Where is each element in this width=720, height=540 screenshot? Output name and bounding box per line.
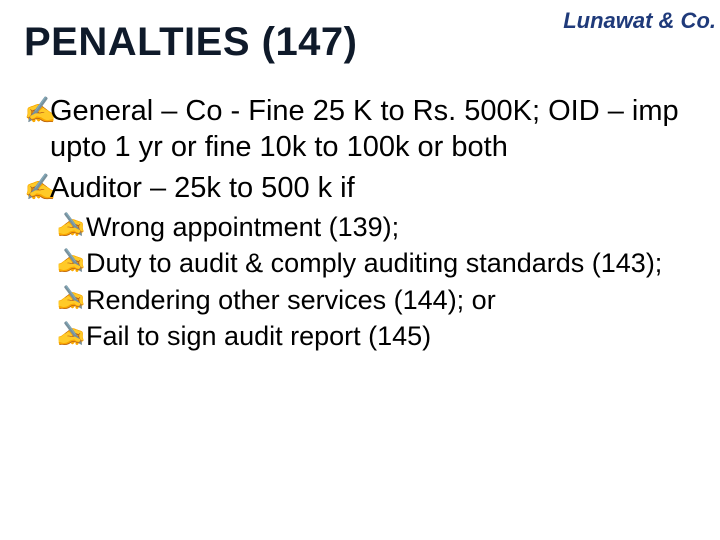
list-item-text: Auditor – 25k to 500 k if xyxy=(50,170,696,206)
pencil-icon: ✍ xyxy=(62,246,86,275)
list-item: ✍ Auditor – 25k to 500 k if xyxy=(24,170,696,206)
list-item-text: Wrong appointment (139); xyxy=(86,210,696,245)
list-item-text: Rendering other services (144); or xyxy=(86,283,696,318)
list-item: ✍ Rendering other services (144); or xyxy=(62,283,696,318)
content-area: ✍ General – Co - Fine 25 K to Rs. 500K; … xyxy=(24,93,696,354)
list-item-text: General – Co - Fine 25 K to Rs. 500K; OI… xyxy=(50,93,696,166)
pencil-icon: ✍ xyxy=(24,170,50,202)
list-item: ✍ Wrong appointment (139); xyxy=(62,210,696,245)
company-label: Lunawat & Co. xyxy=(563,8,716,34)
list-item: ✍ Fail to sign audit report (145) xyxy=(62,319,696,354)
list-item: ✍ Duty to audit & comply auditing standa… xyxy=(62,246,696,281)
list-item-text: Duty to audit & comply auditing standard… xyxy=(86,246,696,281)
background-decoration xyxy=(0,390,720,540)
pencil-icon: ✍ xyxy=(24,93,50,125)
sub-list: ✍ Wrong appointment (139); ✍ Duty to aud… xyxy=(62,210,696,354)
list-item-text: Fail to sign audit report (145) xyxy=(86,319,696,354)
pencil-icon: ✍ xyxy=(62,210,86,239)
list-item: ✍ General – Co - Fine 25 K to Rs. 500K; … xyxy=(24,93,696,166)
pencil-icon: ✍ xyxy=(62,283,86,312)
pencil-icon: ✍ xyxy=(62,319,86,348)
slide: Lunawat & Co. PENALTIES (147) ✍ General … xyxy=(0,0,720,540)
